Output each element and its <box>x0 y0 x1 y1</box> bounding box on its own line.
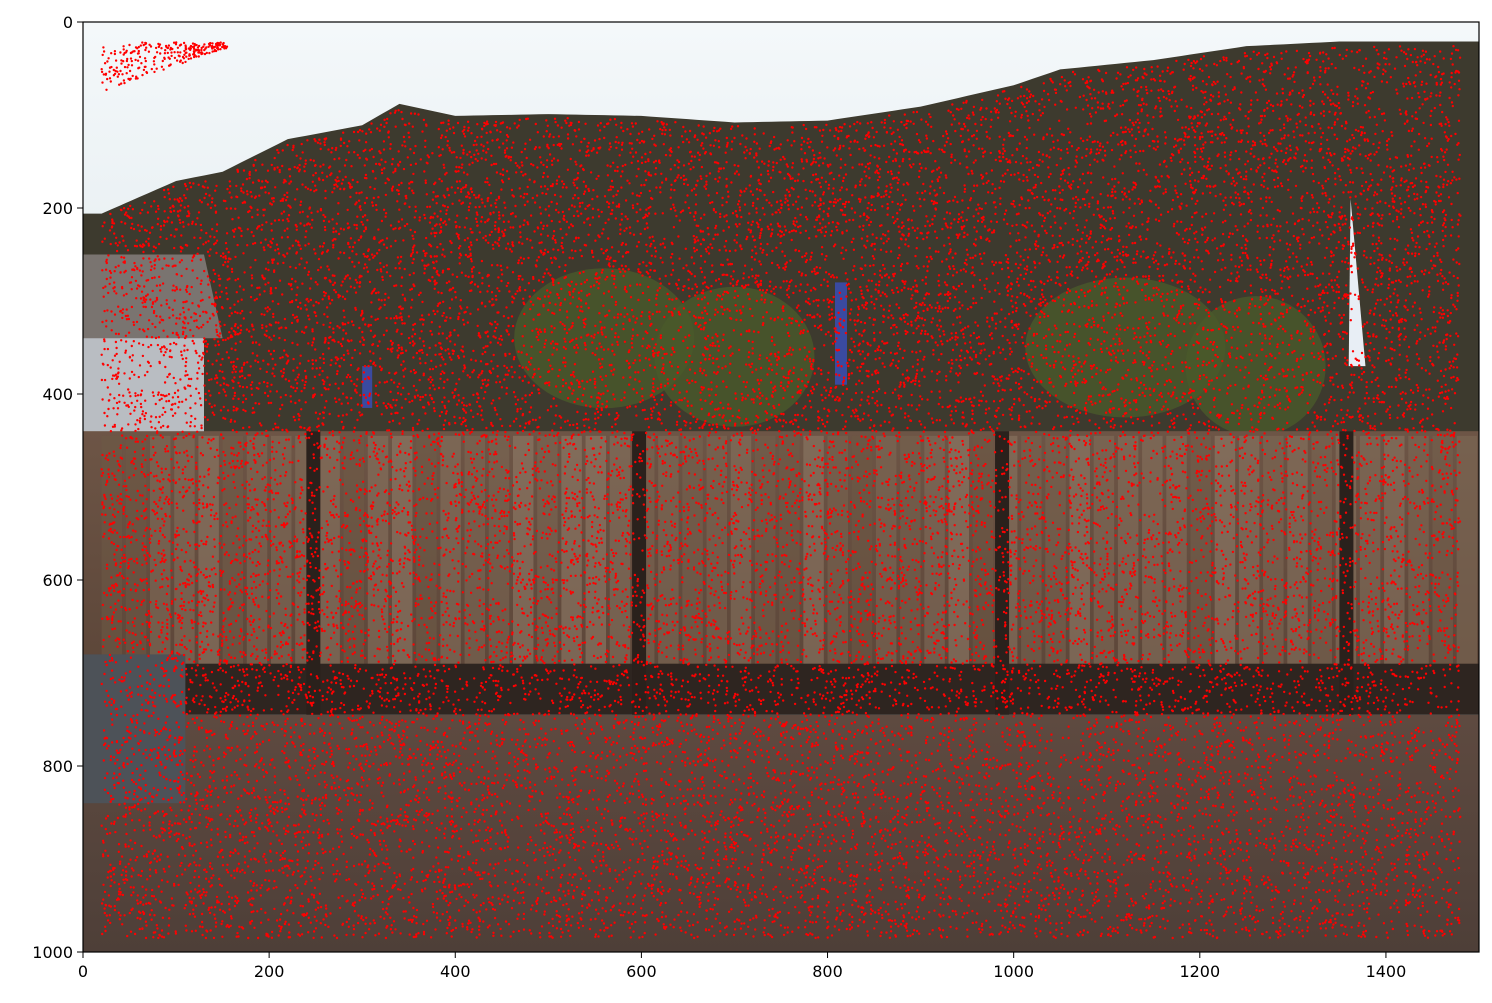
fence-board <box>174 435 195 669</box>
x-tick-label: 0 <box>78 962 88 981</box>
fence-base <box>83 663 1479 715</box>
fence-board <box>875 435 897 669</box>
keypoint-scatter-series <box>100 41 1462 940</box>
fence-board <box>150 435 171 669</box>
y-tick-label: 0 <box>63 13 73 32</box>
fence-board <box>1311 435 1332 669</box>
fence-board <box>1214 435 1236 669</box>
fence-board <box>1287 435 1308 669</box>
x-tick-label: 1000 <box>993 962 1034 981</box>
x-tick-label: 400 <box>440 962 471 981</box>
fence-board <box>561 435 582 669</box>
y-tick-label: 400 <box>42 385 73 404</box>
x-tick-label: 800 <box>812 962 843 981</box>
fence-board <box>1021 435 1042 669</box>
blue-flag-small <box>362 366 373 408</box>
bush <box>514 268 695 409</box>
x-tick-label: 1400 <box>1366 962 1407 981</box>
y-tick-label: 800 <box>42 757 73 776</box>
fence-board <box>537 435 558 669</box>
house-roof <box>83 254 223 339</box>
y-tick-label: 200 <box>42 199 73 218</box>
fence-board <box>125 435 147 669</box>
y-tick-label: 1000 <box>32 943 73 962</box>
fence-board <box>803 435 824 669</box>
fence-post <box>632 431 647 715</box>
fence-board <box>391 435 413 669</box>
fence-board <box>512 435 534 669</box>
blue-flag <box>834 282 847 385</box>
fence-board <box>924 435 945 669</box>
bush <box>654 286 815 427</box>
fence-board <box>319 435 340 669</box>
fence-board <box>682 435 703 669</box>
fence-board <box>246 435 268 669</box>
white-flag <box>1348 198 1366 367</box>
fence-board <box>270 435 292 669</box>
fence-board <box>900 435 921 669</box>
fence-post <box>306 431 321 715</box>
fence-board <box>367 435 389 669</box>
fence-board <box>1093 435 1115 669</box>
fence-board <box>1069 435 1090 669</box>
background-photo <box>83 22 1479 952</box>
fence-board <box>1408 435 1429 669</box>
y-axis: 0 200 400 600 800 1000 <box>32 13 83 962</box>
axes <box>82 21 1480 953</box>
fence-board <box>416 435 437 669</box>
fence-board <box>706 435 728 669</box>
plot-frame <box>82 21 1480 953</box>
scatter-point <box>100 41 1462 940</box>
x-tick-label: 600 <box>626 962 657 981</box>
x-tick-label: 200 <box>254 962 285 981</box>
x-tick-label: 1200 <box>1179 962 1220 981</box>
house-wall <box>83 328 204 441</box>
fence-post <box>1339 431 1354 715</box>
fence-board <box>1117 435 1139 669</box>
y-tick-label: 600 <box>42 571 73 590</box>
fence-board <box>488 435 510 669</box>
fence-board <box>1359 435 1381 669</box>
fence-board <box>1432 435 1453 669</box>
fence-board <box>779 435 800 669</box>
fence-board <box>464 435 486 669</box>
x-axis: 0 200 400 600 800 1000 1200 1400 <box>78 952 1406 981</box>
fence-board <box>101 435 123 669</box>
fence-board <box>1142 435 1163 669</box>
fence-board <box>754 435 776 669</box>
fence-board <box>1190 435 1211 669</box>
ground <box>83 714 1479 952</box>
fence-board <box>827 435 849 669</box>
fence-board <box>1384 435 1405 669</box>
bush <box>1185 296 1326 437</box>
fence-board <box>1456 435 1478 669</box>
fence-board <box>948 435 969 669</box>
fence-board <box>198 435 219 669</box>
